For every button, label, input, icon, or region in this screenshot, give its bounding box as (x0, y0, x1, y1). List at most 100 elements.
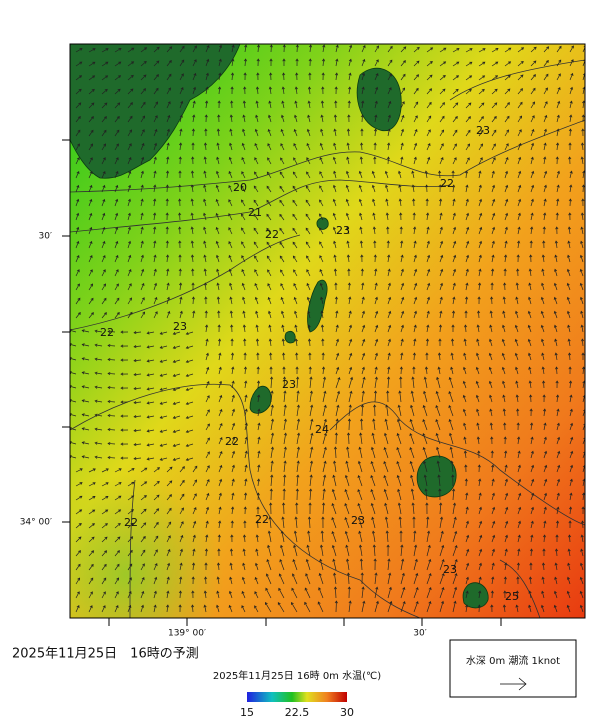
current-arrow (101, 184, 106, 193)
current-arrow (295, 366, 299, 375)
current-arrow (179, 576, 183, 585)
current-arrow (75, 591, 80, 599)
current-arrow (439, 600, 445, 613)
current-arrow (502, 408, 506, 417)
current-arrow (370, 475, 376, 487)
current-arrow (357, 516, 363, 529)
current-arrow (502, 604, 506, 613)
current-arrow (528, 604, 532, 613)
current-arrow (543, 450, 548, 459)
current-arrow (229, 282, 233, 291)
current-arrow (452, 129, 458, 137)
current-arrow (449, 432, 454, 445)
current-arrow (140, 60, 147, 67)
current-arrow (359, 558, 363, 571)
current-arrow (306, 282, 311, 291)
current-arrow (296, 460, 300, 473)
current-arrow (579, 562, 584, 571)
current-arrow (304, 587, 311, 599)
current-arrow (179, 100, 184, 109)
current-arrow (229, 142, 233, 151)
current-arrow (242, 324, 246, 333)
current-arrow (426, 544, 431, 557)
current-arrow (400, 73, 406, 81)
current-arrow (88, 102, 95, 109)
current-arrow (257, 422, 261, 431)
current-arrow (478, 170, 482, 179)
current-arrow (426, 74, 433, 81)
current-arrow (383, 475, 389, 487)
current-arrow (529, 240, 533, 249)
current-arrow (465, 534, 470, 543)
current-arrow (243, 338, 247, 347)
current-arrow (334, 72, 339, 81)
current-arrow (465, 48, 473, 53)
current-arrow (423, 376, 428, 389)
current-arrow (75, 170, 80, 179)
current-arrow (94, 357, 103, 361)
current-arrow (462, 408, 467, 417)
current-arrow (101, 198, 106, 207)
current-arrow (244, 478, 248, 487)
longitude-label: 30′ (413, 629, 427, 639)
current-arrow (439, 268, 444, 277)
current-arrow (491, 129, 497, 137)
current-arrow (127, 536, 134, 543)
current-arrow (266, 185, 272, 193)
current-arrow (439, 102, 445, 109)
current-arrow (114, 115, 120, 123)
current-arrow (295, 502, 299, 515)
current-arrow (322, 404, 327, 417)
current-arrow (81, 357, 90, 361)
current-arrow (191, 296, 195, 305)
current-arrow (153, 467, 160, 473)
current-arrow (179, 310, 183, 319)
current-arrow (267, 544, 272, 557)
current-arrow (153, 115, 158, 123)
current-arrow (244, 422, 248, 431)
current-arrow (413, 558, 418, 571)
colorbar-tick-label: 30 (340, 706, 354, 719)
current-arrow (309, 376, 313, 389)
current-arrow (387, 59, 393, 67)
current-arrow (101, 157, 106, 165)
current-arrow (291, 573, 298, 585)
current-arrow (581, 184, 585, 193)
current-arrow (243, 72, 247, 81)
current-arrow (396, 474, 402, 487)
current-arrow (345, 198, 350, 207)
current-arrow (478, 143, 483, 151)
current-arrow (231, 464, 235, 473)
current-arrow (423, 460, 428, 473)
current-arrow (127, 143, 132, 151)
current-arrow (567, 548, 571, 557)
current-arrow (166, 296, 170, 305)
current-arrow (567, 324, 571, 333)
current-arrow (321, 366, 326, 375)
current-arrow (465, 520, 470, 529)
current-arrow (569, 436, 574, 445)
current-arrow (450, 366, 454, 375)
current-arrow (438, 338, 442, 347)
current-arrow (94, 427, 103, 431)
current-arrow (530, 422, 534, 431)
current-arrow (81, 441, 90, 445)
current-arrow (322, 502, 326, 515)
current-arrow (269, 44, 273, 53)
current-arrow (413, 282, 418, 291)
current-arrow (179, 86, 184, 95)
current-arrow (231, 58, 235, 67)
current-arrow (464, 464, 468, 473)
current-arrow (501, 324, 506, 333)
contour-label: 20 (233, 181, 247, 194)
current-arrow (400, 87, 405, 95)
current-arrow (361, 352, 366, 361)
current-arrow (556, 184, 560, 193)
current-arrow (204, 576, 208, 585)
current-arrow (319, 142, 324, 151)
current-arrow (361, 296, 365, 305)
current-arrow (543, 520, 547, 529)
contour-label: 23 (443, 563, 457, 576)
current-arrow (320, 296, 324, 305)
current-arrow (153, 46, 160, 53)
